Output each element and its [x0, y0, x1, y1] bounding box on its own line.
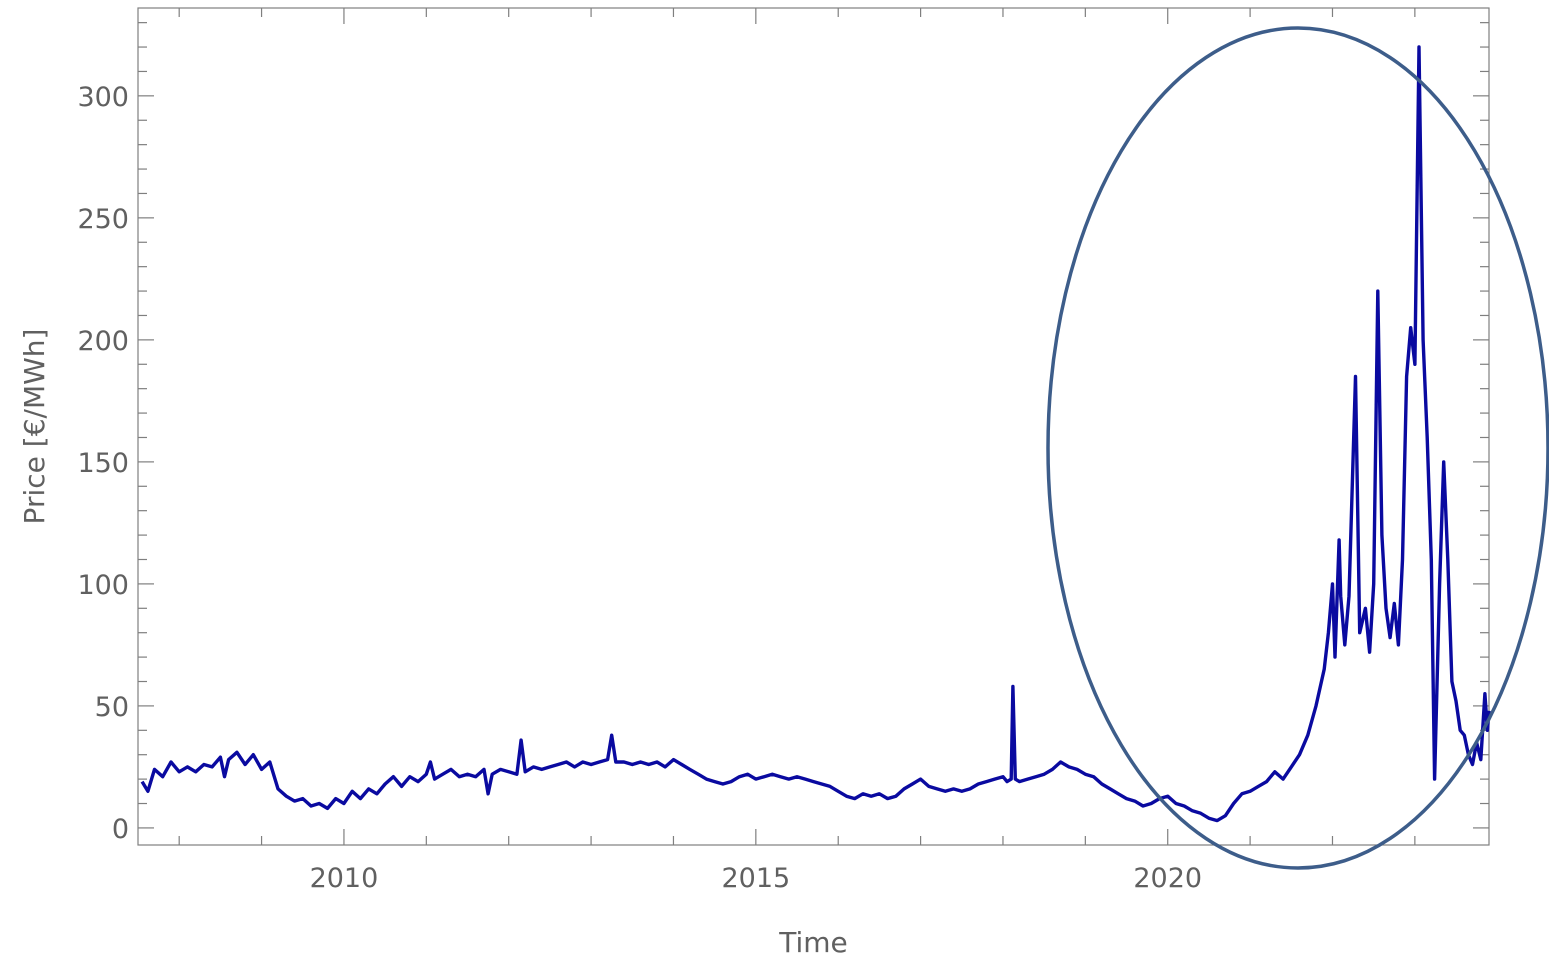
highlight-ellipse: [1046, 26, 1549, 870]
y-tick-label: 300: [77, 82, 129, 113]
x-tick-label: 2020: [1133, 863, 1202, 894]
y-tick-label: 0: [112, 814, 129, 845]
y-tick-label: 50: [95, 692, 129, 723]
x-axis-title: Time: [778, 926, 848, 957]
y-axis-title: Price [€/MWh]: [18, 329, 51, 525]
y-tick-label: 200: [77, 326, 129, 357]
plot-frame: [137, 7, 1490, 846]
x-tick-label: 2010: [310, 863, 379, 894]
y-tick-label: 150: [77, 448, 129, 479]
price-series-line: [140, 45, 1491, 823]
y-tick-label: 250: [77, 204, 129, 235]
axis-ticks: [138, 8, 1489, 845]
axis-tick-labels: 2010 2015 2020 0 50 100 150 200 250 300: [77, 82, 1202, 894]
x-tick-label: 2015: [721, 863, 790, 894]
y-tick-label: 100: [77, 570, 129, 601]
